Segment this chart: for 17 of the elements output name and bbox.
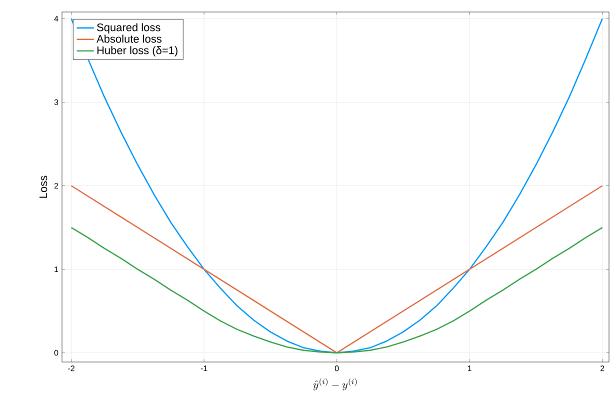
legend-label: Squared loss xyxy=(97,23,160,34)
x-tick-label: 0 xyxy=(334,366,339,372)
y-tick-label: 4 xyxy=(54,16,58,22)
x-tick-label: -2 xyxy=(68,366,74,372)
x-tick-label: -1 xyxy=(200,366,208,372)
y-tick-label: 1 xyxy=(54,266,58,272)
line-series xyxy=(70,226,604,354)
legend-label: Absolute loss xyxy=(96,34,162,43)
x-tick-label: 2 xyxy=(600,366,604,372)
line-series xyxy=(70,18,604,354)
x-tick-label: 1 xyxy=(468,366,472,372)
legend-label: Huber loss (δ=1) xyxy=(97,46,178,56)
y-tick-label: 3 xyxy=(54,99,58,106)
y-axis-title: Loss xyxy=(39,176,48,198)
x-axis-title: $\hat{y}^{(i)} - y^{(i)}$ xyxy=(313,378,357,390)
y-tick-label: 0 xyxy=(54,350,58,356)
y-tick-label: 2 xyxy=(54,182,58,189)
